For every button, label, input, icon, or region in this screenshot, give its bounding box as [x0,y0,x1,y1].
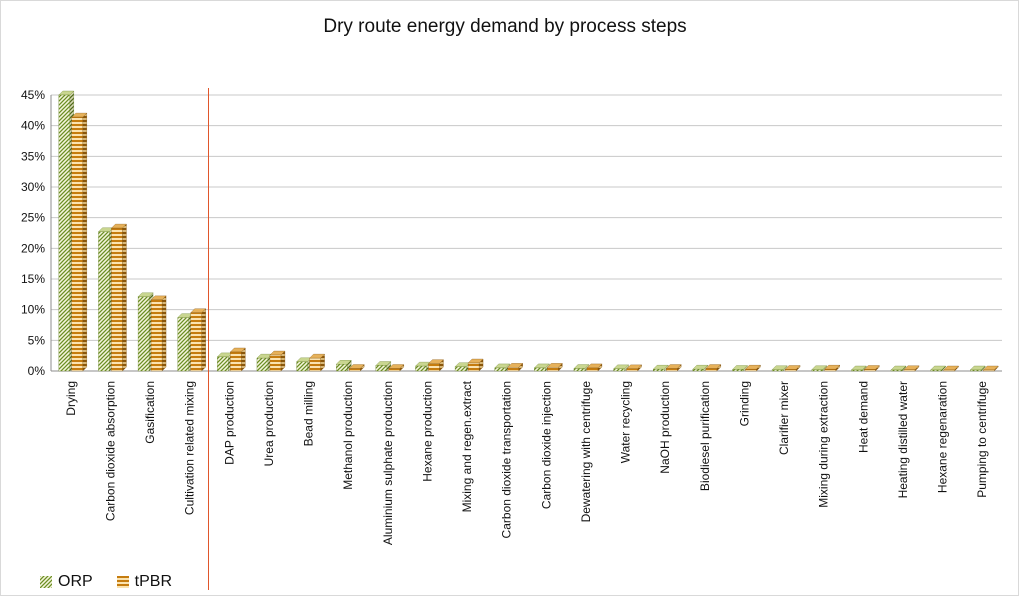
bar-tpbr [150,295,167,372]
bar-orp [890,365,907,372]
bar-orp [811,365,828,372]
bar-orp [850,365,867,372]
x-tick-label: Carbon dioxide absorption [103,381,117,521]
bar-orp [771,365,788,372]
x-tick-label: Clarifier mixer [777,381,791,455]
x-tick-label: Grinding [737,381,751,426]
x-tick-label: Carbon dioxide transportation [500,381,514,538]
bar-orp [415,361,431,372]
bar-orp [137,292,154,372]
x-tick-label: Hexane regenaration [936,381,950,493]
bar-tpbr [467,358,484,372]
x-tick-label: Mixing during extraction [817,381,831,508]
y-tick-label: 5% [28,333,46,347]
y-tick-label: 20% [21,241,45,255]
x-tick-label: Mixing and regen.extract [460,380,474,512]
x-tick-label: Aluminium sulphate production [381,381,395,545]
bar-orp [573,364,590,372]
y-tick-label: 15% [21,272,45,286]
y-tick-label: 40% [21,119,45,133]
x-tick-label: Dewatering with centrifuge [579,381,593,523]
x-tick-label: Urea production [262,381,276,466]
bar-tpbr [309,353,325,372]
y-tick-label: 0% [28,364,46,378]
legend-swatch-orp [40,576,52,588]
bar-tpbr [824,364,841,372]
bar-orp [58,90,75,372]
y-tick-label: 10% [21,303,45,317]
bar-tpbr [745,364,761,372]
x-tick-label: Water recycling [619,381,633,463]
bar-orp [652,364,669,372]
bar-tpbr [229,347,246,372]
bar-orp [732,365,748,372]
bar-tpbr [388,364,405,372]
x-tick-label: Pumping to centrifuge [975,381,989,498]
bar-tpbr [665,364,682,372]
bar-tpbr [428,359,444,372]
bar-tpbr [784,365,801,372]
x-tick-label: Drying [64,381,78,416]
legend-label-orp: ORP [58,573,93,590]
x-tick-label: Cultivation related mixing [183,381,197,515]
bar-tpbr [71,112,88,372]
bar-orp [533,363,550,372]
x-tick-label: Hexane production [420,381,434,482]
bar-orp [969,365,986,372]
x-tick-label: Bead milling [302,381,316,446]
bar-tpbr [943,365,959,372]
x-tick-label: Heating distilled water [896,381,910,498]
bar-tpbr [705,364,722,372]
bar-orp [454,362,471,372]
bar-tpbr [903,365,920,372]
bar-tpbr [863,365,880,372]
bar-orp [177,313,194,372]
x-tick-label: Biodiesel purification [698,381,712,491]
x-tick-label: NaOH production [658,381,672,474]
legend-swatch-tpbr [116,576,129,588]
x-tick-label: Methanol production [341,381,355,490]
x-tick-label: Gasification [143,381,157,444]
legend: ORP tPBR [40,571,196,593]
bar-orp [256,353,273,372]
bar-tpbr [190,308,207,372]
bar-tpbr [348,364,365,372]
x-tick-label: Carbon dioxide injection [539,381,553,509]
chart-title: Dry route energy demand by process steps [323,16,687,37]
legend-item-orp: ORP [40,573,93,591]
x-tick-label: DAP production [222,381,236,465]
bar-tpbr [546,362,563,372]
bar-orp [613,364,629,372]
bar-orp [692,364,709,372]
y-tick-label: 30% [21,180,45,194]
bar-tpbr [982,365,999,372]
bar-orp [335,359,352,372]
bar-orp [296,357,312,372]
bar-orp [216,352,233,372]
legend-item-tpbr: tPBR [116,573,173,591]
x-tick-label: Heat demand [856,381,870,453]
bar-tpbr [626,364,642,372]
bar-tpbr [586,363,603,372]
bar-tpbr [111,223,127,372]
bar-tpbr [269,350,286,372]
bar-orp [930,365,946,372]
legend-label-tpbr: tPBR [134,573,173,590]
y-tick-label: 25% [21,211,45,225]
bar-orp [98,227,114,372]
bar-orp [494,363,511,372]
y-tick-label: 45% [21,88,45,102]
bar-orp [375,361,392,372]
y-tick-label: 35% [21,149,45,163]
bar-tpbr [507,362,524,372]
